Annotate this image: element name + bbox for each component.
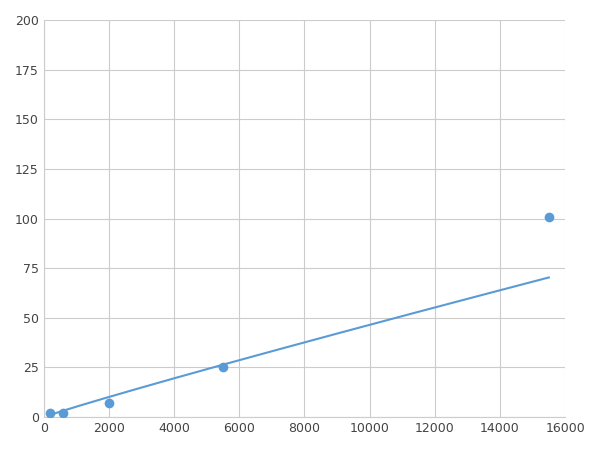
Point — [544, 213, 554, 220]
Point — [218, 364, 228, 371]
Point — [46, 410, 55, 417]
Point — [58, 410, 68, 417]
Point — [104, 400, 114, 407]
